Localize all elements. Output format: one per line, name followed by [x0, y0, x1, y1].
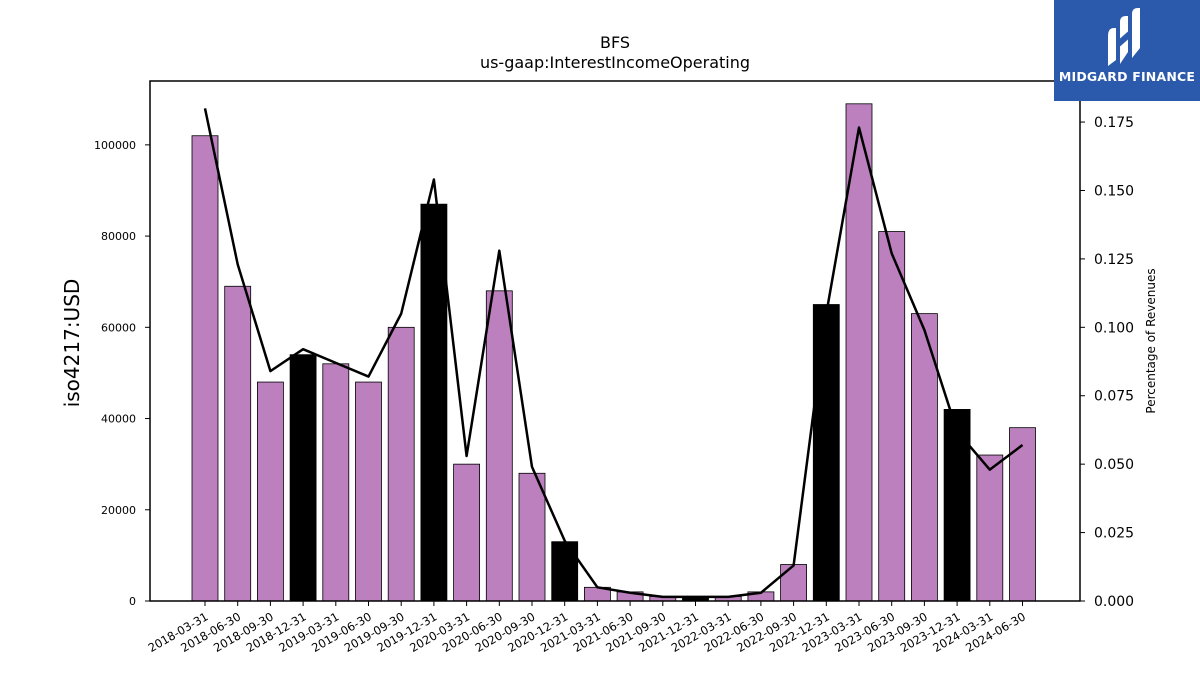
bar: [256, 381, 284, 602]
y-tick-label: 20000: [101, 504, 136, 517]
plot-frame: [149, 80, 1081, 602]
bar: [322, 363, 350, 602]
bar: [485, 290, 513, 602]
y2-tick-label: 0.150: [1094, 183, 1134, 199]
bar: [878, 231, 906, 602]
y2-tick-label: 0.100: [1094, 320, 1134, 336]
bar: [453, 463, 481, 602]
y-tick-label: 60000: [101, 321, 136, 334]
bar: [812, 304, 840, 602]
bar: [224, 285, 252, 602]
y-tick-label: 0: [129, 595, 136, 608]
chart-subtitle: us-gaap:InterestIncomeOperating: [480, 53, 750, 72]
y2-tick-label: 0.125: [1094, 252, 1134, 268]
x-axis-ticks: 2018-03-312018-06-302018-09-302018-12-31…: [146, 601, 1028, 655]
y-axis-label: iso4217:USD: [60, 279, 84, 408]
bar: [420, 203, 448, 602]
bar: [911, 313, 938, 602]
y2-axis-label: Percentage of Revenues: [1144, 268, 1158, 413]
y2-tick-label: 0.175: [1094, 115, 1134, 131]
bar: [976, 454, 1004, 602]
y2-axis-ticks: 0.000 0.025 0.050 0.075 0.100 0.125 0.150 0.175: [1080, 115, 1134, 610]
ratio-line: [203, 108, 1024, 599]
bar: [845, 103, 873, 602]
y2-tick-label: 0.025: [1094, 526, 1134, 542]
y-tick-label: 100000: [94, 139, 136, 152]
company-logo: MIDGARD FINANCE: [1054, 0, 1200, 101]
y2-tick-label: 0.050: [1094, 457, 1134, 473]
bar: [289, 354, 317, 602]
y-axis-ticks: 0 20000 40000 60000 80000 100000: [94, 139, 150, 608]
bar: [355, 381, 382, 602]
bar: [551, 541, 579, 602]
logo-text: MIDGARD FINANCE: [1058, 69, 1196, 84]
bar: [943, 409, 971, 602]
bar: [780, 564, 807, 602]
y-tick-label: 40000: [101, 413, 136, 426]
bar: [1009, 427, 1036, 602]
y2-tick-label: 0.000: [1094, 594, 1134, 610]
y2-tick-label: 0.075: [1094, 389, 1134, 405]
logo-mark-icon: [1108, 8, 1140, 66]
bar: [387, 326, 415, 602]
y-tick-label: 80000: [101, 230, 136, 243]
bar: [191, 135, 219, 602]
bars-group: [191, 103, 1036, 602]
chart-title: BFS: [600, 33, 630, 52]
bar: [518, 472, 546, 602]
